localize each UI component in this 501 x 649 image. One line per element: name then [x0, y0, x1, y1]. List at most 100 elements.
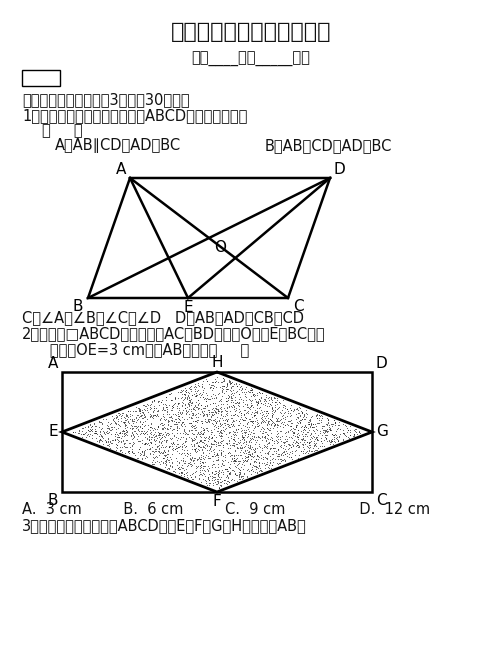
Point — [217, 386, 225, 396]
Point — [329, 430, 337, 441]
Point — [224, 428, 232, 438]
Point — [211, 466, 219, 476]
Text: 一、选择题。（每小题3分，共30分．）: 一、选择题。（每小题3分，共30分．） — [22, 92, 189, 107]
Point — [217, 387, 225, 398]
Point — [130, 432, 138, 442]
Point — [195, 441, 203, 451]
Point — [105, 435, 113, 446]
Point — [134, 413, 142, 424]
Point — [251, 416, 259, 426]
Point — [300, 410, 308, 420]
Point — [276, 449, 284, 459]
Point — [250, 456, 259, 466]
Point — [240, 441, 248, 451]
Point — [128, 444, 136, 454]
Point — [283, 434, 291, 445]
Point — [266, 457, 274, 467]
Point — [203, 474, 211, 484]
Point — [234, 410, 242, 421]
Point — [117, 413, 125, 424]
Point — [94, 436, 102, 447]
Point — [240, 391, 248, 401]
Point — [221, 393, 229, 403]
Point — [213, 470, 221, 480]
Point — [211, 450, 219, 460]
Point — [323, 417, 331, 427]
Point — [157, 436, 165, 447]
Point — [319, 427, 327, 437]
Point — [264, 408, 272, 418]
Point — [161, 405, 169, 415]
Point — [195, 458, 203, 468]
Point — [211, 455, 219, 465]
Point — [225, 406, 233, 416]
Point — [300, 411, 308, 421]
Point — [160, 435, 168, 445]
Point — [325, 420, 333, 430]
Point — [205, 469, 213, 479]
Point — [196, 465, 204, 475]
Point — [150, 410, 158, 421]
Point — [317, 430, 325, 440]
Point — [136, 429, 144, 439]
Point — [225, 468, 233, 478]
Point — [170, 431, 178, 441]
Point — [127, 416, 135, 426]
Point — [244, 446, 253, 456]
Point — [170, 466, 178, 476]
Point — [305, 437, 313, 448]
Point — [91, 428, 99, 438]
Point — [351, 424, 359, 434]
Point — [240, 415, 248, 425]
Point — [223, 393, 231, 403]
Point — [124, 446, 132, 456]
Point — [119, 418, 127, 428]
Point — [181, 383, 189, 393]
Point — [136, 421, 144, 432]
Point — [185, 418, 193, 428]
Point — [155, 450, 163, 460]
Point — [331, 417, 339, 428]
Point — [246, 385, 254, 395]
Point — [208, 383, 216, 393]
Point — [309, 443, 317, 454]
Point — [261, 394, 269, 404]
Point — [175, 417, 183, 427]
Point — [283, 439, 291, 449]
Point — [179, 469, 187, 479]
Point — [185, 396, 193, 406]
Point — [210, 436, 218, 447]
Point — [157, 447, 165, 458]
Point — [188, 441, 196, 451]
Point — [237, 431, 245, 441]
Point — [224, 477, 232, 487]
Point — [273, 458, 281, 469]
Point — [257, 430, 265, 441]
Point — [272, 398, 280, 409]
Point — [255, 442, 263, 452]
Point — [187, 454, 195, 465]
Point — [161, 429, 169, 439]
Point — [246, 444, 255, 454]
Point — [101, 435, 109, 445]
Point — [138, 423, 146, 434]
Point — [309, 436, 317, 447]
Point — [280, 437, 288, 448]
Point — [223, 414, 231, 424]
Point — [232, 380, 240, 391]
Point — [161, 451, 169, 461]
Point — [133, 402, 141, 413]
Point — [163, 428, 171, 439]
Point — [110, 429, 118, 439]
Point — [275, 416, 283, 426]
Point — [169, 402, 177, 412]
Point — [212, 478, 220, 489]
Point — [124, 411, 132, 422]
Point — [294, 432, 302, 443]
Point — [232, 397, 240, 408]
Point — [141, 401, 149, 411]
Point — [327, 428, 335, 439]
Point — [120, 419, 128, 429]
Point — [198, 428, 206, 438]
Point — [199, 474, 207, 485]
